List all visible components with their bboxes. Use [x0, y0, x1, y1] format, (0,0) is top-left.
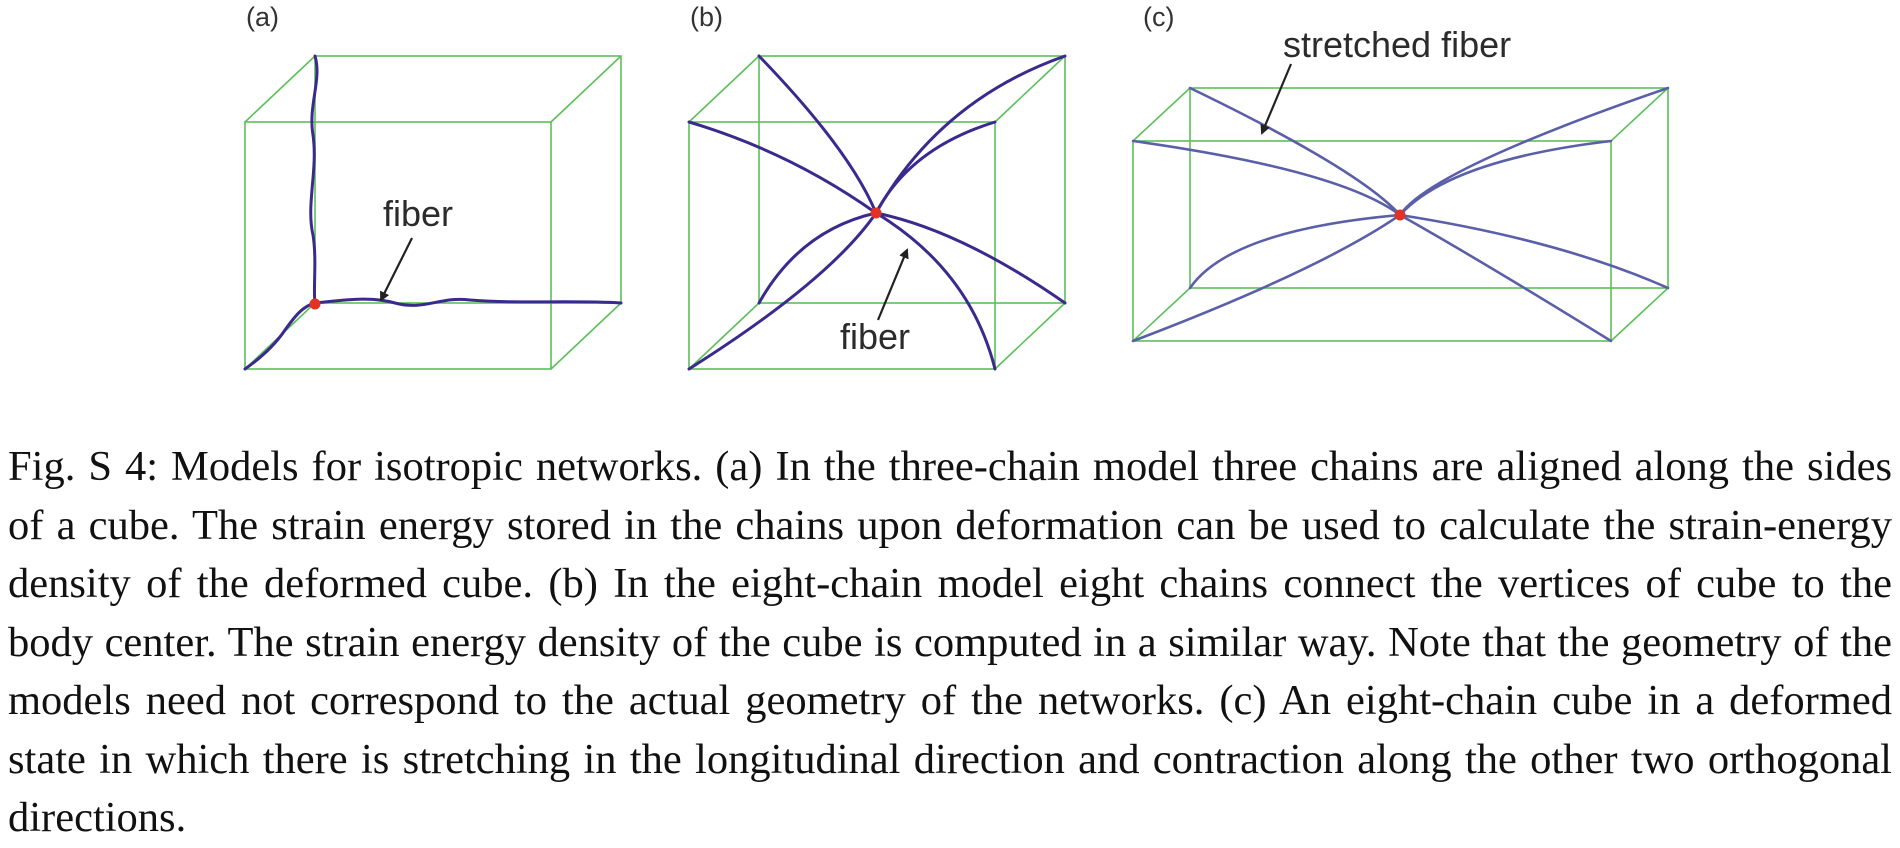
fiber-b-3 [757, 54, 878, 215]
fibers-c [1131, 86, 1670, 343]
fiber-diagonal [243, 301, 317, 371]
figure-caption: Fig. S 4: Models for isotropic networks.… [8, 438, 1892, 848]
fiber-arrow-a [380, 237, 413, 302]
fiber-b-5 [687, 211, 878, 371]
panel-b: (b) fiber [687, 2, 1067, 371]
fiber-c-7 [1188, 213, 1402, 290]
body-node-c [1394, 209, 1406, 221]
fiber-c-5 [1131, 213, 1402, 343]
body-node-a [309, 298, 321, 310]
panel-c-label: (c) [1143, 2, 1174, 32]
fiber-b-8 [874, 211, 1067, 305]
fiber-b-6 [874, 211, 997, 371]
caption-prefix: Fig. S 4: [8, 443, 159, 490]
panel-a-label: (a) [246, 2, 279, 32]
fiber-c-1 [1131, 139, 1402, 217]
fiber-b-1 [687, 120, 878, 215]
fiber-vertical [309, 54, 319, 305]
fiber-c-3 [1188, 86, 1402, 217]
body-node-b [870, 207, 882, 219]
fibers-a [243, 54, 623, 371]
cube-b [688, 55, 1066, 370]
figure-panels: (a) fiber (b) [0, 0, 1900, 400]
panel-c: (c) stretched fiber [1131, 2, 1670, 343]
fiber-c-6 [1398, 213, 1613, 343]
fiber-c-2 [1398, 139, 1613, 217]
stretched-fiber-arrow [1260, 63, 1293, 135]
fibers-b [687, 54, 1067, 371]
fiber-c-8 [1398, 213, 1670, 290]
fiber-label-b: fiber [840, 316, 910, 357]
caption-text: Models for isotropic networks. (a) In th… [8, 443, 1892, 841]
fiber-b-7 [757, 211, 878, 305]
stretched-fiber-label: stretched fiber [1283, 24, 1511, 65]
fiber-arrow-b [876, 248, 909, 321]
panel-b-label: (b) [690, 2, 723, 32]
fiber-c-4 [1398, 86, 1670, 217]
panel-a: (a) fiber [243, 2, 623, 371]
fiber-label-a: fiber [383, 193, 453, 234]
fiber-b-4 [874, 54, 1067, 215]
cube-c [1132, 87, 1669, 342]
fiber-horizontal [313, 297, 623, 307]
